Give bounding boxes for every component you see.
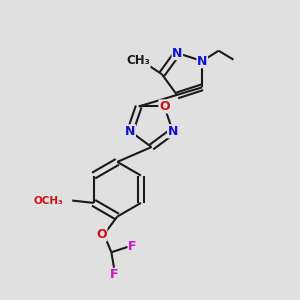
Text: N: N — [197, 55, 207, 68]
Text: O: O — [159, 100, 169, 113]
Text: F: F — [110, 268, 118, 281]
Text: N: N — [172, 46, 182, 59]
Text: O: O — [96, 228, 107, 241]
Text: OCH₃: OCH₃ — [34, 196, 63, 206]
Text: F: F — [128, 240, 137, 254]
Text: CH₃: CH₃ — [126, 54, 150, 67]
Text: N: N — [168, 125, 178, 138]
Text: N: N — [125, 125, 135, 138]
